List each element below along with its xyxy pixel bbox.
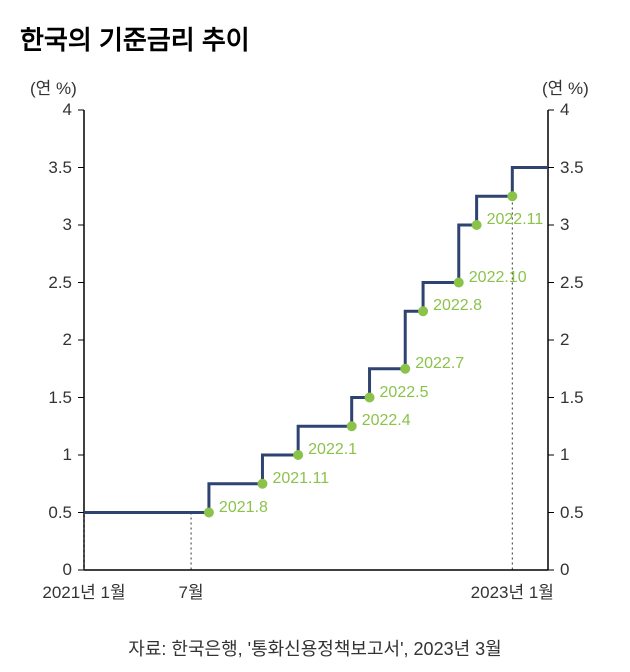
- marker-label: 2022.4: [362, 412, 411, 430]
- marker-label: 2022.7: [415, 355, 464, 373]
- y-tick-right: 3.5: [560, 158, 584, 178]
- marker-label: 2021.11: [272, 470, 329, 488]
- y-tick-right: 0: [560, 560, 569, 580]
- y-tick-right: 3: [560, 215, 569, 235]
- marker-label: 2022.5: [380, 384, 429, 402]
- y-tick-left: 4: [63, 100, 72, 120]
- y-tick-left: 3: [63, 215, 72, 235]
- y-tick-left: 2: [63, 330, 72, 350]
- rate-chart: [0, 0, 630, 672]
- marker-label: 2021.8: [219, 499, 268, 517]
- marker-label: 2022.1: [308, 441, 357, 459]
- y-tick-right: 2: [560, 330, 569, 350]
- y-tick-left: 0: [63, 560, 72, 580]
- x-tick-label: 7월: [141, 578, 241, 603]
- marker-label: 2022.10: [469, 269, 527, 287]
- y-tick-right: 1.5: [560, 388, 584, 408]
- y-tick-right: 1: [560, 445, 569, 465]
- x-tick-label: 2021년 1월: [34, 578, 134, 603]
- marker-label: 2022.11: [487, 211, 544, 229]
- y-tick-left: 1: [63, 445, 72, 465]
- y-tick-right: 4: [560, 100, 569, 120]
- y-tick-right: 2.5: [560, 273, 584, 293]
- y-tick-right: 0.5: [560, 503, 584, 523]
- y-tick-left: 2.5: [48, 273, 72, 293]
- y-tick-left: 3.5: [48, 158, 72, 178]
- y-tick-left: 1.5: [48, 388, 72, 408]
- y-tick-left: 0.5: [48, 503, 72, 523]
- source-text: 자료: 한국은행, '통화신용정책보고서', 2023년 3월: [0, 635, 630, 661]
- x-tick-label: 2023년 1월: [462, 578, 562, 603]
- marker-label: 2022.8: [433, 297, 482, 315]
